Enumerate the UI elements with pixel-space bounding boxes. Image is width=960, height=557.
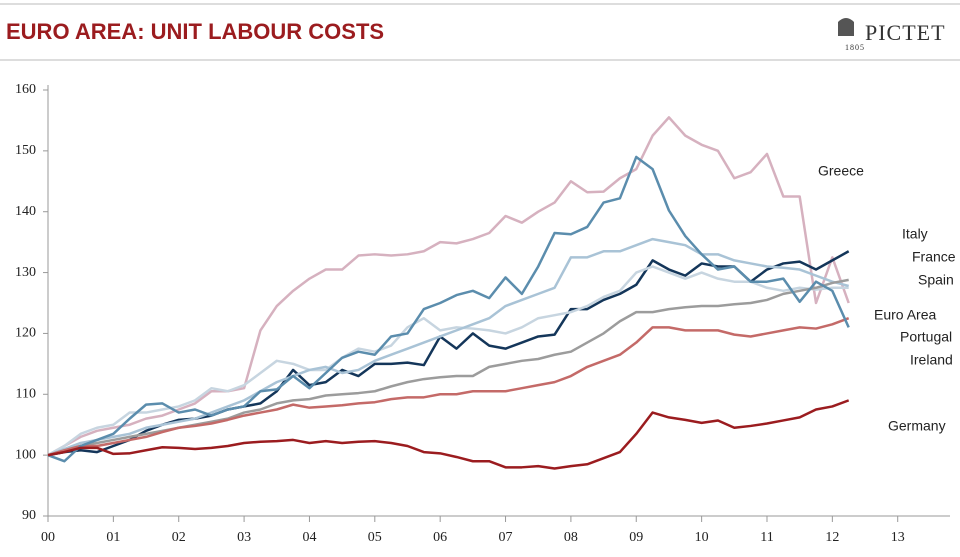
brand-year: 1805 xyxy=(845,43,865,52)
series-label: Portugal xyxy=(900,329,952,345)
x-tick-label: 03 xyxy=(237,530,251,545)
series-label: Germany xyxy=(888,418,946,434)
series-line xyxy=(47,155,850,463)
x-tick-label: 11 xyxy=(760,530,773,545)
series-line xyxy=(47,237,850,457)
brand-name: PICTET xyxy=(865,20,946,45)
x-tick-label: 07 xyxy=(499,530,513,545)
y-tick-label: 160 xyxy=(15,82,36,97)
x-tick-label: 06 xyxy=(433,530,447,545)
x-tick-label: 13 xyxy=(891,530,905,545)
x-tick-label: 04 xyxy=(302,530,316,545)
series-label: France xyxy=(912,249,956,265)
x-tick-label: 08 xyxy=(564,530,578,545)
series-label: Greece xyxy=(818,163,864,179)
y-tick-label: 90 xyxy=(22,508,36,523)
x-tick-label: 10 xyxy=(695,530,709,545)
y-tick-label: 140 xyxy=(15,204,36,219)
x-tick-label: 00 xyxy=(41,530,55,545)
x-tick-label: 09 xyxy=(629,530,643,545)
series-line xyxy=(47,399,850,470)
series-label: Spain xyxy=(918,272,954,288)
x-tick-label: 01 xyxy=(106,530,120,545)
y-tick-label: 110 xyxy=(16,387,36,402)
y-tick-label: 150 xyxy=(15,143,36,158)
y-tick-label: 100 xyxy=(15,447,36,462)
y-tick-label: 130 xyxy=(15,265,36,280)
brand-logo xyxy=(838,18,854,36)
x-tick-label: 02 xyxy=(172,530,186,545)
series-label: Italy xyxy=(902,226,928,242)
series-label: Euro Area xyxy=(874,307,936,323)
chart-title: EURO AREA: UNIT LABOUR COSTS xyxy=(6,19,384,44)
series-line xyxy=(47,116,850,457)
y-tick-label: 120 xyxy=(15,326,36,341)
series-line xyxy=(47,265,849,457)
series-label: Ireland xyxy=(910,352,953,368)
x-tick-label: 05 xyxy=(368,530,382,545)
series-line xyxy=(47,317,850,457)
x-tick-label: 12 xyxy=(825,530,839,545)
